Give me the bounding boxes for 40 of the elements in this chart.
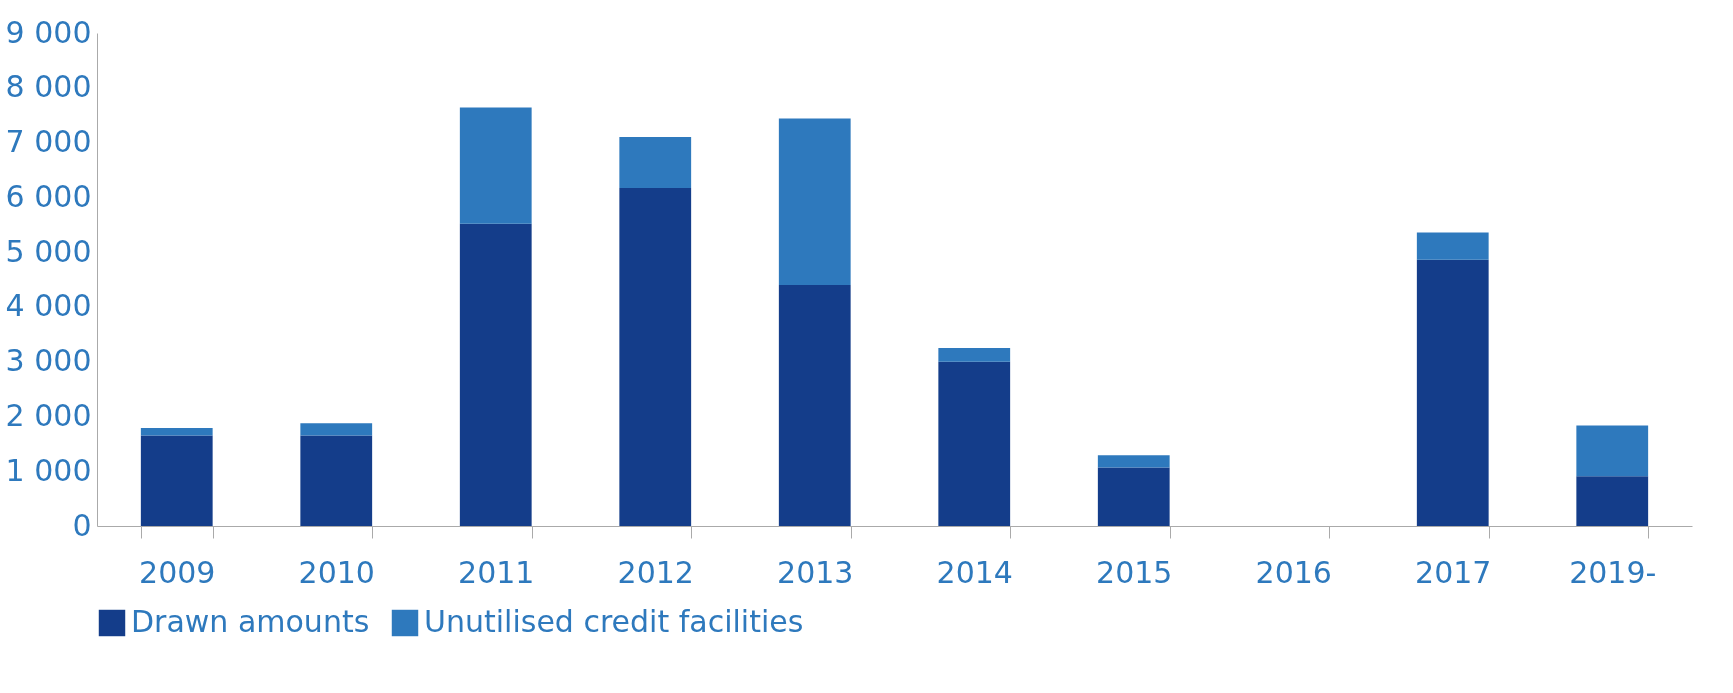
bar (300, 423, 373, 436)
x-tick-label: 2016 (1255, 554, 1332, 590)
y-tick-label: 8 000 (5, 69, 92, 105)
y-tick-label: 9 000 (5, 14, 92, 50)
legend-label: Drawn amounts (131, 604, 370, 639)
bar (459, 107, 532, 224)
y-tick-label: 3 000 (5, 343, 92, 379)
y-tick-label: 4 000 (5, 288, 92, 324)
bar (1576, 425, 1649, 477)
bar (619, 137, 692, 189)
bar (1097, 455, 1170, 468)
x-tick-label: 2015 (1096, 554, 1173, 590)
x-tick-label: 2009 (139, 554, 216, 590)
x-tick-label: 2013 (777, 554, 854, 590)
legend-label: Unutilised credit facilities (424, 604, 804, 639)
y-tick-label: 0 (72, 507, 92, 543)
y-tick-label: 2 000 (5, 397, 92, 433)
y-tick-label: 7 000 (5, 124, 92, 160)
y-tick-label: 6 000 (5, 178, 92, 214)
bar (1097, 467, 1170, 526)
y-tick-label: 5 000 (5, 233, 92, 269)
bar (778, 284, 851, 526)
x-tick-label: 2011 (458, 554, 535, 590)
bar (1416, 259, 1489, 526)
bar (619, 188, 692, 526)
bar (938, 361, 1011, 526)
x-tick-label: 2012 (617, 554, 694, 590)
bar (938, 347, 1011, 362)
bar (459, 223, 532, 526)
bar (300, 435, 373, 526)
x-tick-label: 2014 (936, 554, 1013, 590)
x-tick-label: 2010 (298, 554, 375, 590)
bar (1576, 476, 1649, 526)
y-tick-label: 1 000 (5, 452, 92, 488)
bar (778, 118, 851, 285)
x-tick-label: 2017 (1415, 554, 1492, 590)
bar (140, 427, 213, 436)
x-tick-label: 2019- (1569, 554, 1657, 590)
bar (1416, 232, 1489, 260)
bar (140, 435, 213, 526)
